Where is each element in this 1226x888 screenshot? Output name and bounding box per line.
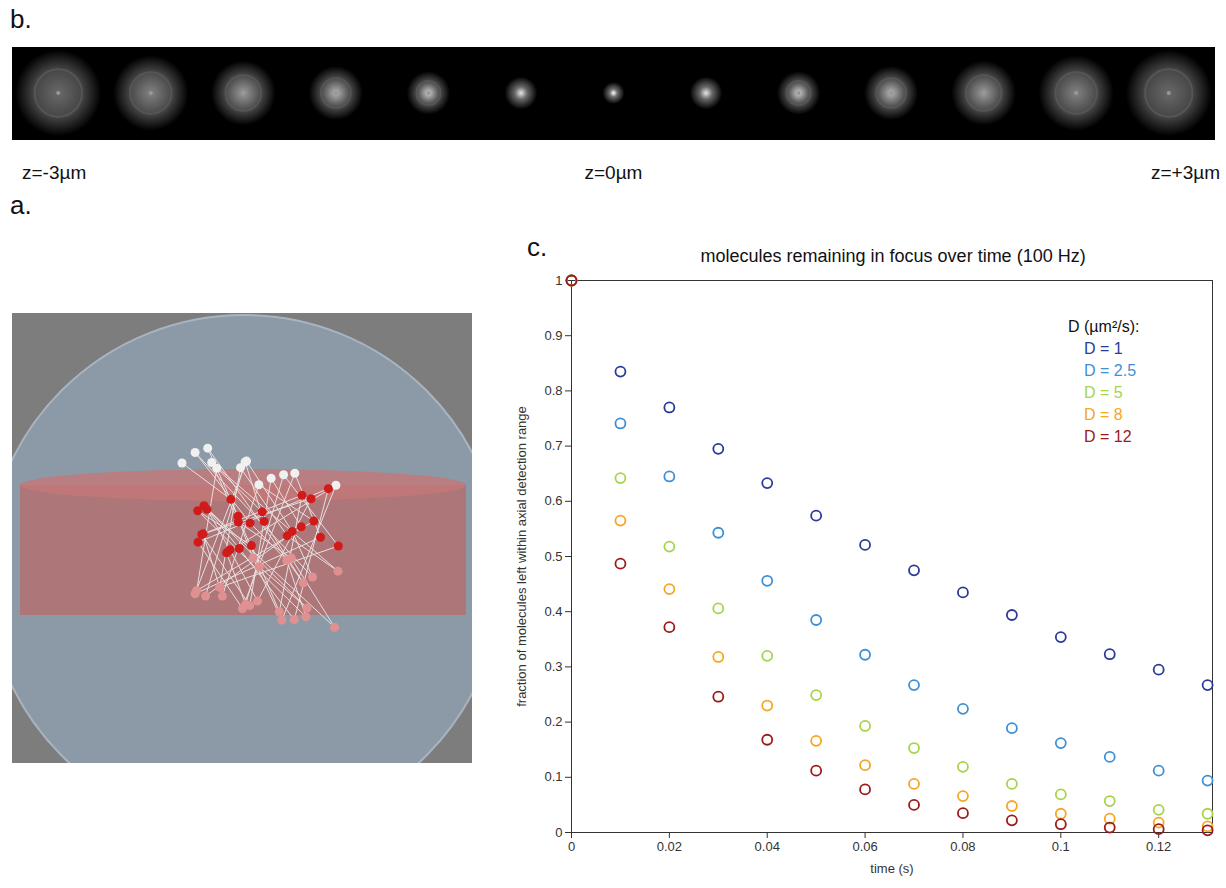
svg-text:0: 0 bbox=[555, 825, 562, 840]
svg-text:0.12: 0.12 bbox=[1146, 839, 1171, 854]
html-text:D (µm²/s):: D (µm²/s): bbox=[1068, 318, 1140, 335]
svg-text:0.06: 0.06 bbox=[852, 839, 877, 854]
html-text:z=0µm: z=0µm bbox=[584, 162, 643, 183]
html-text:molecules remaining in focus o: molecules remaining in focus over time (… bbox=[700, 246, 1086, 266]
svg-text:fraction of molecules left wit: fraction of molecules left within axial … bbox=[514, 406, 529, 707]
html-text:D = 12: D = 12 bbox=[1084, 428, 1132, 445]
html-text:z=-3µm: z=-3µm bbox=[22, 162, 87, 183]
svg-text:0.1: 0.1 bbox=[544, 769, 562, 784]
svg-text:0.6: 0.6 bbox=[544, 493, 562, 508]
html-text:z=+3µm: z=+3µm bbox=[1151, 162, 1220, 183]
svg-text:0.4: 0.4 bbox=[544, 604, 562, 619]
svg-text:0.9: 0.9 bbox=[544, 328, 562, 343]
html-text:D = 8: D = 8 bbox=[1084, 406, 1123, 423]
svg-text:0.5: 0.5 bbox=[544, 549, 562, 564]
html-text:D = 2.5: D = 2.5 bbox=[1084, 362, 1136, 379]
svg-text:0.2: 0.2 bbox=[544, 714, 562, 729]
svg-text:0: 0 bbox=[568, 839, 575, 854]
svg-text:0.08: 0.08 bbox=[950, 839, 975, 854]
svg-text:time (s): time (s) bbox=[870, 861, 913, 876]
html-text:D = 1: D = 1 bbox=[1084, 340, 1123, 357]
svg-text:0.04: 0.04 bbox=[755, 839, 780, 854]
svg-text:0.7: 0.7 bbox=[544, 438, 562, 453]
html-text:b.: b. bbox=[10, 4, 32, 34]
svg-text:1: 1 bbox=[555, 273, 562, 288]
svg-text:0.1: 0.1 bbox=[1052, 839, 1070, 854]
html-text:c.: c. bbox=[527, 232, 548, 262]
svg-text:0.02: 0.02 bbox=[657, 839, 682, 854]
svg-text:0.8: 0.8 bbox=[544, 383, 562, 398]
svg-text:0.3: 0.3 bbox=[544, 659, 562, 674]
html-text:D = 5: D = 5 bbox=[1084, 384, 1123, 401]
html-text:a.: a. bbox=[10, 190, 32, 220]
